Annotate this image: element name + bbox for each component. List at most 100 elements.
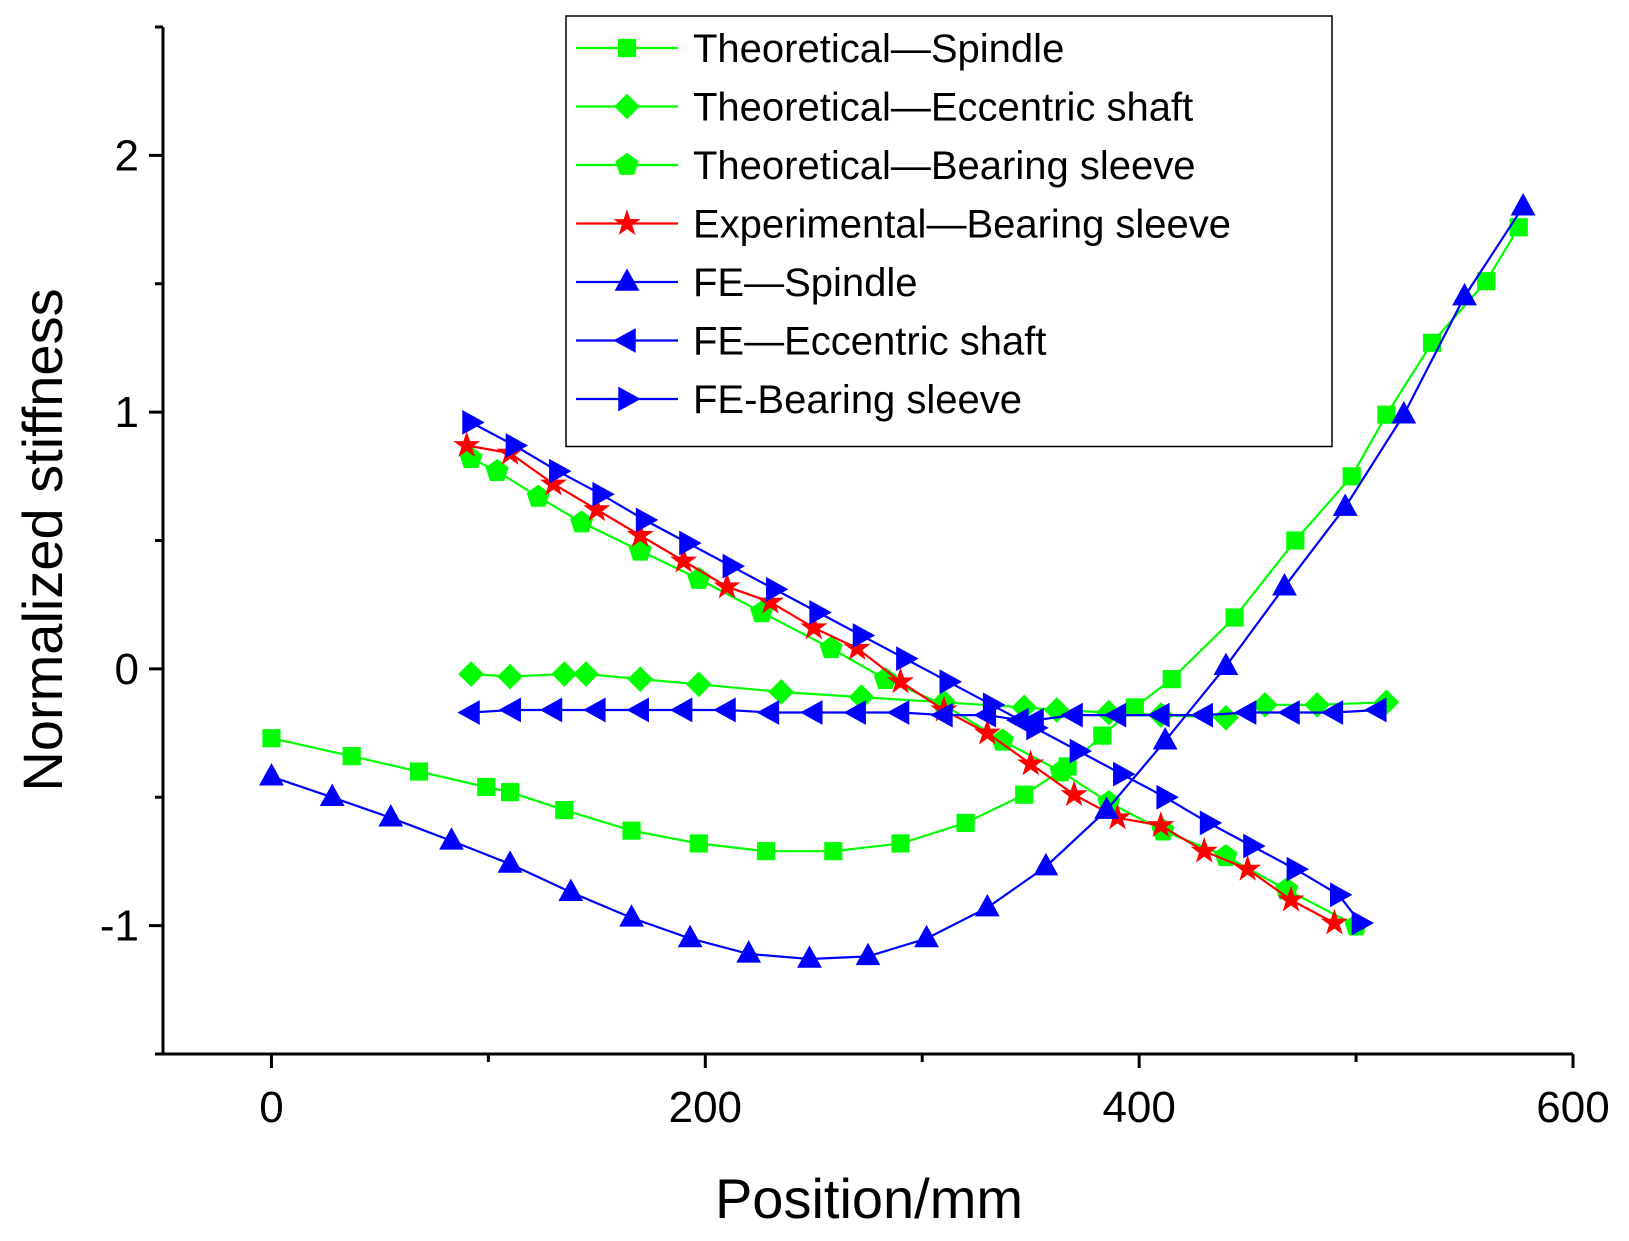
data-point	[1477, 272, 1496, 291]
data-point	[887, 667, 915, 694]
x-tick-label: 200	[669, 1083, 742, 1132]
data-point	[974, 893, 1000, 917]
data-point	[1213, 652, 1239, 676]
legend-marker	[615, 152, 639, 175]
data-point	[756, 587, 784, 614]
data-point	[1233, 700, 1257, 725]
data-point	[1304, 692, 1330, 718]
data-point	[558, 878, 584, 901]
legend-label: Experimental—Bearing sleeve	[693, 203, 1231, 247]
y-tick-label: 1	[115, 388, 139, 437]
legend-item: Theoretical—Bearing sleeve	[576, 144, 1195, 188]
data-point	[583, 495, 611, 522]
data-point	[800, 700, 823, 725]
data-point	[891, 834, 910, 853]
data-point	[713, 697, 736, 723]
data-point	[722, 553, 746, 579]
legend-marker	[614, 268, 640, 291]
x-axis-title: Position/mm	[715, 1167, 1023, 1230]
data-point	[914, 924, 939, 948]
legend-marker	[617, 38, 637, 58]
data-point	[1286, 531, 1305, 550]
series-5	[457, 697, 1387, 733]
data-point	[583, 697, 606, 723]
legend-item: Theoretical—Spindle	[576, 27, 1064, 71]
data-point	[1510, 193, 1536, 216]
data-point	[458, 661, 484, 687]
data-point	[1015, 785, 1034, 804]
legend-box	[565, 15, 1333, 448]
data-point	[497, 850, 523, 873]
data-point	[1190, 836, 1218, 863]
data-point	[685, 671, 712, 698]
data-point	[1252, 692, 1278, 718]
data-point	[497, 663, 523, 690]
series-6	[462, 409, 1375, 936]
x-tick-label: 600	[1536, 1083, 1609, 1132]
data-point	[500, 783, 520, 802]
data-point	[843, 634, 871, 660]
data-point	[1272, 573, 1297, 596]
y-tick-label: 0	[115, 645, 139, 694]
y-tick-label: -1	[100, 902, 139, 951]
data-point	[677, 924, 703, 948]
data-point	[689, 834, 708, 853]
data-point	[635, 507, 659, 533]
data-point	[551, 661, 578, 687]
data-point	[262, 729, 281, 748]
legend: Theoretical—Spindle Theoretical—Eccentric…	[565, 15, 1333, 448]
data-point	[477, 777, 496, 797]
data-point	[956, 813, 975, 833]
data-point	[555, 801, 574, 820]
data-point	[485, 459, 509, 482]
data-point	[628, 538, 652, 561]
data-point	[855, 942, 881, 966]
legend-item: FE—Eccentric shaft	[576, 320, 1046, 364]
data-point	[1320, 908, 1348, 935]
data-point	[1093, 726, 1112, 745]
data-point	[768, 679, 795, 705]
series-4	[259, 193, 1536, 968]
data-point	[1152, 727, 1178, 750]
data-point	[1329, 882, 1353, 908]
series-line	[470, 421, 1362, 924]
legend-label: Theoretical—Eccentric shaft	[693, 86, 1193, 130]
data-point	[973, 718, 1001, 745]
data-point	[679, 530, 702, 556]
data-point	[1364, 697, 1387, 723]
data-point	[990, 728, 1015, 751]
data-point	[824, 842, 843, 861]
data-point	[819, 636, 843, 659]
data-point	[526, 484, 550, 507]
data-point	[800, 613, 828, 640]
data-point	[1147, 702, 1170, 728]
data-point	[1243, 833, 1266, 859]
data-point	[1225, 608, 1244, 627]
data-point	[669, 697, 693, 723]
data-point	[1060, 702, 1083, 728]
data-point	[439, 827, 464, 850]
data-point	[1156, 784, 1179, 810]
data-point	[852, 623, 876, 648]
legend-item: Experimental—Bearing sleeve	[576, 203, 1231, 247]
data-point	[896, 646, 919, 672]
legend-marker	[613, 328, 636, 353]
data-point	[409, 762, 429, 781]
data-point	[756, 842, 776, 861]
data-point	[1213, 704, 1239, 731]
x-tick-label: 400	[1102, 1083, 1175, 1132]
x-tick-label: 0	[259, 1083, 283, 1132]
data-point	[1277, 885, 1305, 912]
data-point	[1113, 761, 1136, 787]
data-point	[939, 669, 962, 695]
legend-item: FE-Bearing sleeve	[576, 378, 1022, 422]
data-point	[570, 510, 594, 533]
legend-label: Theoretical—Bearing sleeve	[693, 144, 1195, 188]
data-point	[756, 700, 780, 725]
data-point	[1342, 467, 1361, 486]
legend-marker	[618, 386, 641, 412]
data-point	[1377, 405, 1396, 424]
legend-item: Theoretical—Eccentric shaft	[576, 86, 1193, 130]
data-point	[1214, 844, 1238, 867]
